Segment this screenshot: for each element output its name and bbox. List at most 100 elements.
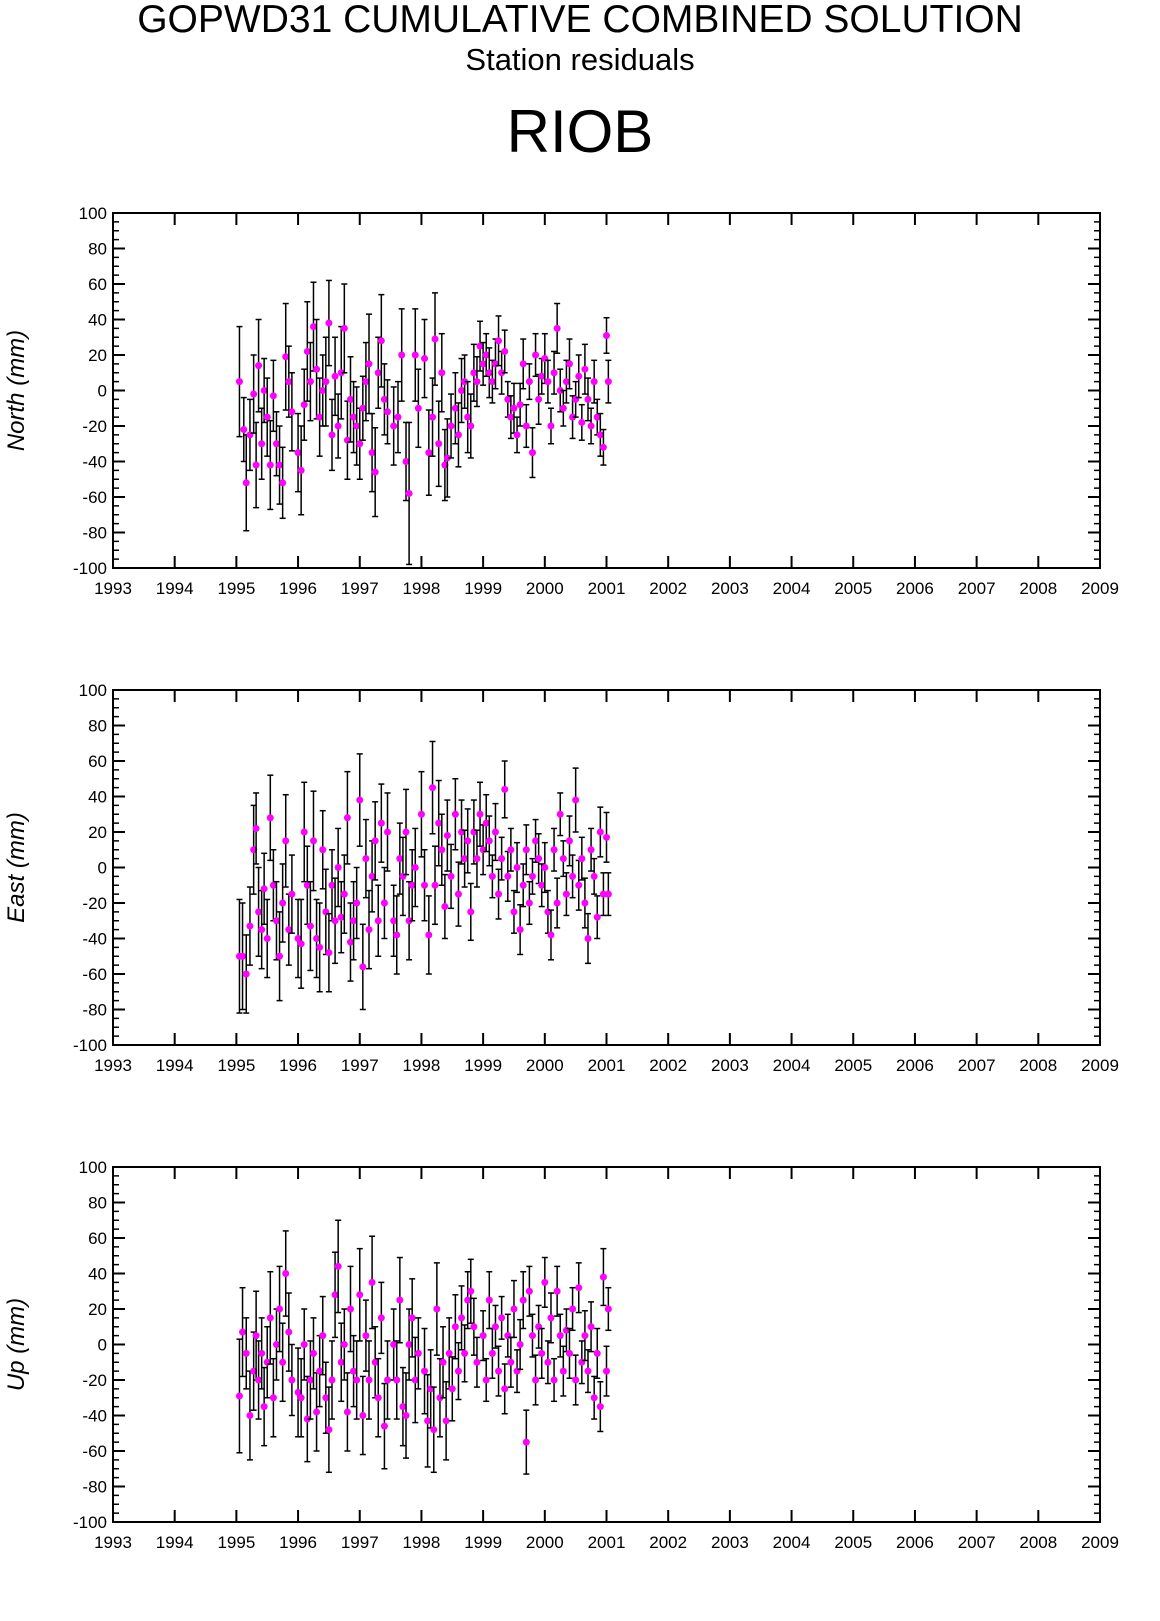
- data-point: [550, 369, 558, 377]
- x-tick-label: 2002: [649, 1056, 687, 1075]
- data-point: [513, 431, 521, 439]
- data-point: [538, 881, 546, 889]
- data-point: [235, 1392, 243, 1400]
- data-point: [260, 885, 268, 893]
- y-tick-label: -100: [73, 1036, 107, 1055]
- data-point: [269, 881, 277, 889]
- data-point: [435, 440, 443, 448]
- data-point: [266, 461, 274, 469]
- data-point: [435, 819, 443, 827]
- data-point: [325, 1426, 333, 1434]
- data-point: [368, 449, 376, 457]
- data-point: [467, 1287, 475, 1295]
- x-tick-label: 2002: [649, 579, 687, 598]
- data-point: [590, 872, 598, 880]
- data-point: [276, 952, 284, 960]
- x-tick-label: 2003: [711, 1056, 749, 1075]
- data-point: [421, 355, 429, 363]
- data-point: [454, 890, 462, 898]
- data-point: [458, 387, 466, 394]
- y-tick-label: 40: [88, 311, 107, 330]
- data-point: [430, 1426, 438, 1434]
- x-tick-label: 1998: [403, 1056, 441, 1075]
- data-point: [337, 1358, 345, 1366]
- x-tick-label: 1993: [94, 579, 132, 598]
- data-point: [590, 378, 598, 386]
- data-point: [337, 913, 345, 921]
- data-point: [528, 1332, 536, 1340]
- data-point: [532, 1376, 540, 1384]
- data-point: [581, 1332, 589, 1340]
- data-point: [408, 881, 416, 889]
- data-point: [421, 1367, 429, 1375]
- data-point: [532, 837, 540, 845]
- data-point: [260, 387, 268, 394]
- data-point: [252, 461, 260, 469]
- data-point: [575, 881, 583, 889]
- data-point: [402, 1412, 410, 1419]
- data-point: [479, 1332, 487, 1340]
- data-point: [553, 324, 561, 332]
- x-tick-label: 2007: [958, 1533, 996, 1552]
- data-point: [547, 931, 555, 939]
- x-tick-label: 1994: [156, 579, 194, 598]
- y-axis-label: North (mm): [3, 330, 30, 451]
- data-point: [438, 369, 446, 377]
- data-point: [596, 1403, 604, 1411]
- chart-subtitle: Station residuals: [465, 42, 695, 77]
- data-point: [297, 940, 305, 948]
- data-point: [504, 872, 512, 880]
- x-tick-label: 1999: [464, 1056, 502, 1075]
- data-point: [297, 1394, 305, 1402]
- data-point: [396, 1296, 404, 1304]
- data-point: [596, 828, 604, 836]
- data-point: [359, 1412, 367, 1419]
- x-tick-label: 2009: [1081, 579, 1119, 598]
- data-point: [513, 864, 521, 871]
- data-point: [467, 422, 475, 430]
- data-point: [599, 1273, 607, 1281]
- y-tick-label: 20: [88, 823, 107, 842]
- data-point: [269, 1394, 277, 1402]
- x-tick-label: 2001: [588, 579, 626, 598]
- x-tick-label: 1999: [464, 1533, 502, 1552]
- data-point: [258, 440, 266, 448]
- data-point: [464, 837, 472, 845]
- data-point: [535, 395, 543, 403]
- data-point: [371, 468, 379, 476]
- data-point: [255, 1376, 263, 1384]
- y-tick-label: 60: [88, 752, 107, 771]
- y-tick-label: 0: [98, 382, 107, 401]
- data-point: [288, 408, 296, 416]
- x-tick-label: 2006: [896, 1533, 934, 1552]
- data-point: [380, 1422, 388, 1430]
- data-point: [255, 362, 263, 370]
- data-point: [377, 337, 385, 345]
- data-point: [328, 1376, 336, 1384]
- data-point: [429, 413, 437, 421]
- data-point: [371, 837, 379, 845]
- data-point: [442, 1417, 450, 1425]
- data-point: [498, 855, 506, 863]
- y-tick-label: -20: [82, 894, 107, 913]
- data-point: [482, 1376, 490, 1384]
- data-point: [436, 1394, 444, 1402]
- data-point: [584, 395, 592, 403]
- data-point: [522, 422, 530, 430]
- y-tick-label: 80: [88, 717, 107, 736]
- data-point: [365, 926, 373, 934]
- data-point: [390, 422, 398, 430]
- data-point: [362, 1332, 370, 1340]
- data-point: [394, 413, 402, 421]
- data-point: [565, 1349, 573, 1357]
- x-tick-label: 2007: [958, 1056, 996, 1075]
- data-series: [235, 1219, 612, 1475]
- data-point: [240, 426, 248, 434]
- data-point: [433, 1305, 441, 1313]
- data-point: [516, 1341, 524, 1348]
- data-point: [510, 404, 518, 412]
- data-point: [263, 935, 271, 942]
- data-point: [250, 390, 258, 398]
- data-point: [429, 784, 437, 792]
- x-tick-label: 2004: [773, 1056, 811, 1075]
